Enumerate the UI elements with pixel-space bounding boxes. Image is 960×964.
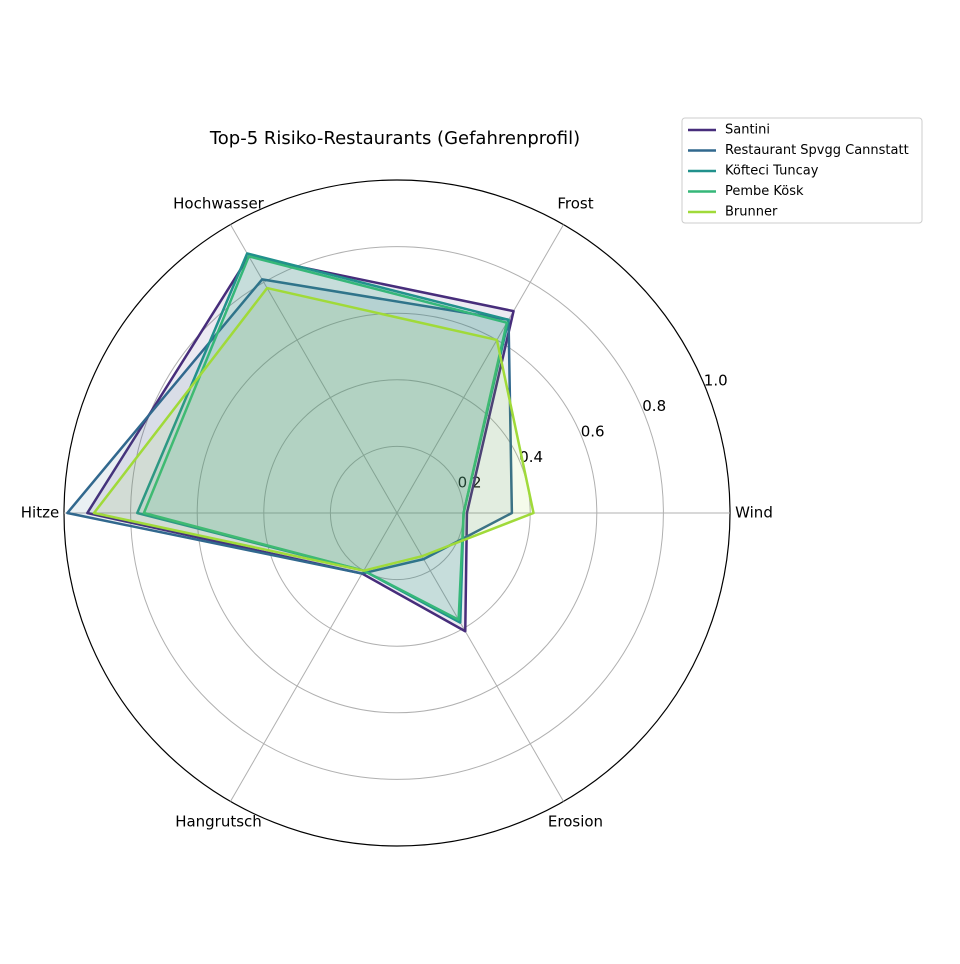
series-polygon xyxy=(142,255,509,621)
spoke xyxy=(230,512,398,802)
series-polygon xyxy=(92,286,535,572)
legend-label: Köfteci Tuncay xyxy=(725,164,819,179)
chart-title: Top-5 Risiko-Restaurants (Gefahrenprofil… xyxy=(209,128,580,149)
r-tick-label: 1.0 xyxy=(704,371,728,389)
r-tick-label: 0.4 xyxy=(519,448,543,466)
category-label: Hochwasser xyxy=(173,194,265,212)
category-label: Wind xyxy=(735,504,773,522)
spoke xyxy=(396,224,564,514)
legend-label: Pembe Kösk xyxy=(725,184,804,199)
spoke xyxy=(396,512,564,802)
r-tick-label: 0.8 xyxy=(642,397,666,415)
category-label: Frost xyxy=(557,194,593,212)
r-tick-label: 0.6 xyxy=(581,422,605,440)
legend-label: Restaurant Spvgg Cannstatt xyxy=(725,143,909,158)
series-polygon xyxy=(86,255,515,633)
category-label: Hangrutsch xyxy=(175,813,262,831)
category-label: Hitze xyxy=(21,504,59,522)
legend-label: Brunner xyxy=(725,205,778,220)
legend-label: Santini xyxy=(725,123,770,138)
spoke xyxy=(230,224,398,514)
category-label: Erosion xyxy=(548,813,603,831)
series-polygon xyxy=(136,252,510,624)
legend-box xyxy=(681,117,923,224)
